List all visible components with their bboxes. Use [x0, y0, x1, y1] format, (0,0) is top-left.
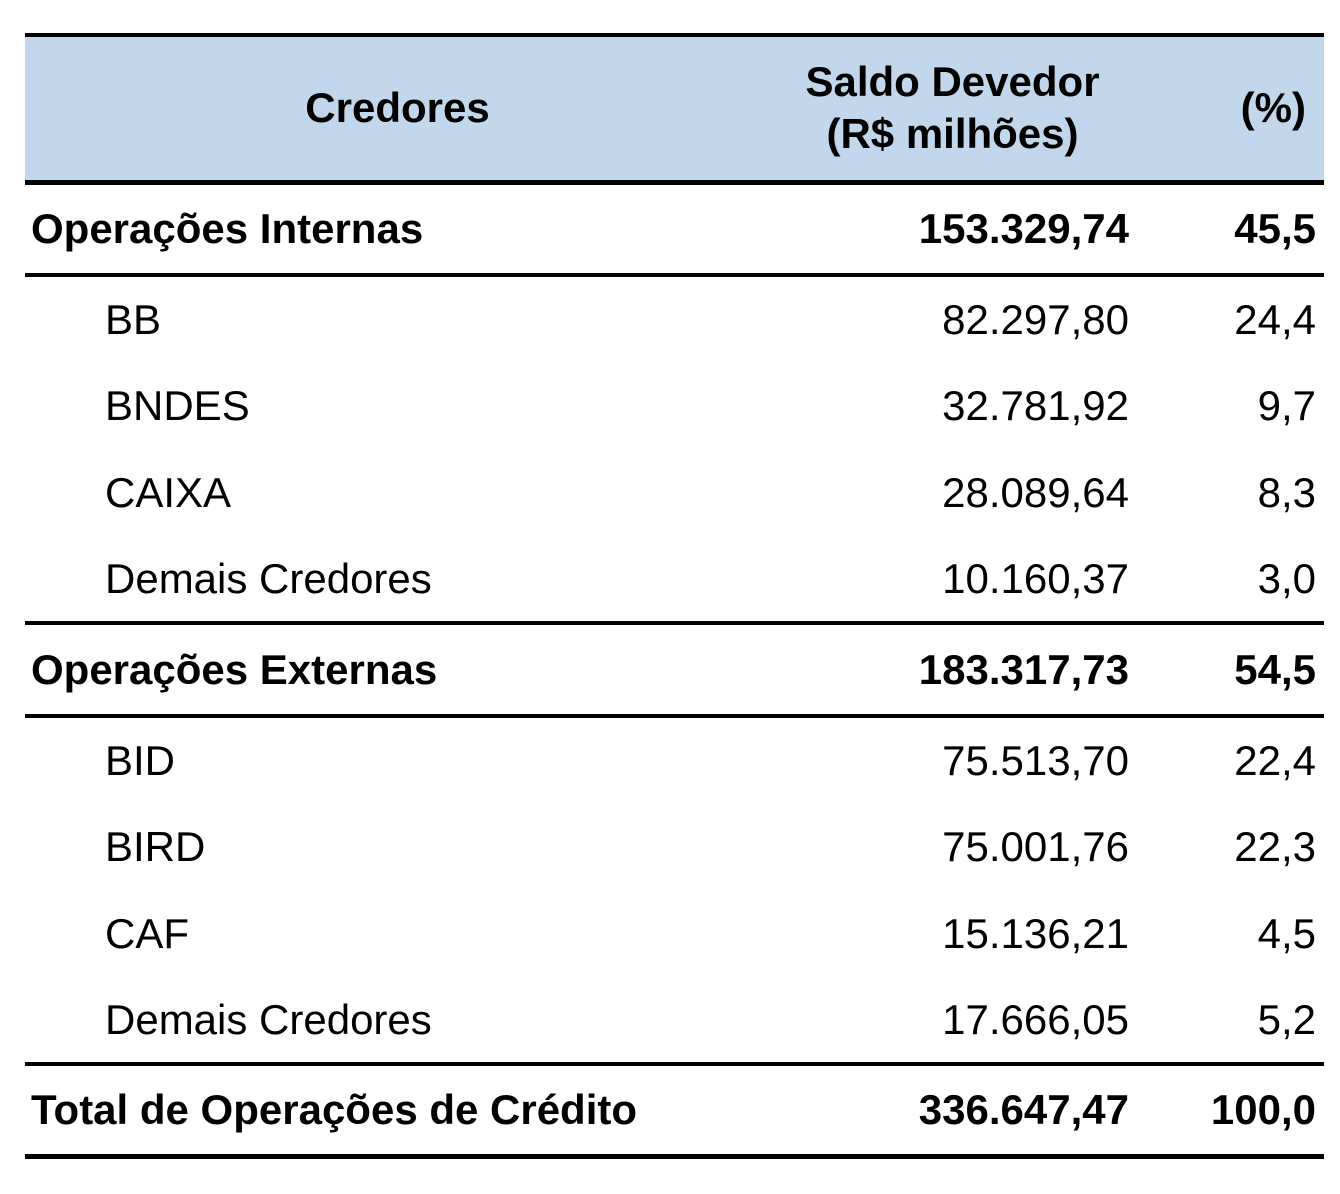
- row-saldo: 17.666,05: [942, 995, 1129, 1043]
- credores-table: Credores Saldo Devedor (R$ milhões) (%) …: [25, 33, 1324, 1159]
- table-row-operacoes-externas: Operações Externas 183.317,73 54,5: [25, 623, 1324, 716]
- header-row: Credores Saldo Devedor (R$ milhões) (%): [25, 35, 1324, 182]
- row-saldo: 32.781,92: [942, 381, 1129, 429]
- row-pct: 4,5: [1257, 909, 1316, 957]
- row-name: CAIXA: [105, 468, 232, 516]
- table-row-caixa: CAIXA 28.089,64 8,3: [25, 449, 1324, 536]
- table-row-operacoes-internas: Operações Internas 153.329,74 45,5: [25, 182, 1324, 275]
- row-name: BB: [105, 295, 162, 343]
- row-pct: 9,7: [1257, 381, 1316, 429]
- header-percent: (%): [1240, 84, 1306, 131]
- table-row-demais-credores-internos: Demais Credores 10.160,37 3,0: [25, 536, 1324, 623]
- row-saldo: 10.160,37: [942, 554, 1129, 602]
- row-pct: 8,3: [1257, 468, 1316, 516]
- row-name: Operações Externas: [31, 645, 438, 693]
- row-name: BNDES: [105, 381, 250, 429]
- row-pct: 22,4: [1234, 736, 1316, 784]
- row-pct: 5,2: [1257, 995, 1316, 1043]
- table-row-demais-credores-externos: Demais Credores 17.666,05 5,2: [25, 977, 1324, 1064]
- row-saldo: 28.089,64: [942, 468, 1129, 516]
- table-row-bird: BIRD 75.001,76 22,3: [25, 803, 1324, 890]
- row-name: BIRD: [105, 822, 206, 870]
- row-saldo: 15.136,21: [942, 909, 1129, 957]
- table-header: Credores Saldo Devedor (R$ milhões) (%): [25, 35, 1324, 182]
- row-saldo: 336.647,47: [918, 1085, 1129, 1133]
- table-row-caf: CAF 15.136,21 4,5: [25, 890, 1324, 977]
- table-row-bb: BB 82.297,80 24,4: [25, 275, 1324, 362]
- row-pct: 45,5: [1234, 204, 1316, 252]
- header-saldo-line1: Saldo Devedor: [805, 57, 1100, 105]
- row-saldo: 153.329,74: [918, 204, 1129, 252]
- row-name: Demais Credores: [105, 995, 432, 1043]
- row-name: CAF: [105, 909, 189, 957]
- row-saldo: 82.297,80: [942, 295, 1129, 343]
- header-credores: Credores: [305, 84, 490, 131]
- row-saldo: 75.513,70: [942, 736, 1129, 784]
- row-name: BID: [105, 736, 176, 784]
- table-body: Operações Internas 153.329,74 45,5 BB 82…: [25, 182, 1324, 1156]
- row-saldo: 75.001,76: [942, 822, 1129, 870]
- row-pct: 54,5: [1234, 645, 1316, 693]
- row-name: Operações Internas: [31, 204, 424, 252]
- header-saldo-line2: (R$ milhões): [826, 110, 1079, 158]
- header-saldo-devedor: Saldo Devedor (R$ milhões): [770, 35, 1135, 182]
- row-name: Total de Operações de Crédito: [31, 1085, 638, 1133]
- table-row-bndes: BNDES 32.781,92 9,7: [25, 362, 1324, 449]
- row-pct: 22,3: [1234, 822, 1316, 870]
- table-row-total: Total de Operações de Crédito 336.647,47…: [25, 1064, 1324, 1156]
- row-saldo: 183.317,73: [918, 645, 1129, 693]
- table-row-bid: BID 75.513,70 22,4: [25, 716, 1324, 803]
- row-name: Demais Credores: [105, 554, 432, 602]
- row-pct: 24,4: [1234, 295, 1316, 343]
- row-pct: 100,0: [1210, 1085, 1316, 1133]
- row-pct: 3,0: [1257, 554, 1316, 602]
